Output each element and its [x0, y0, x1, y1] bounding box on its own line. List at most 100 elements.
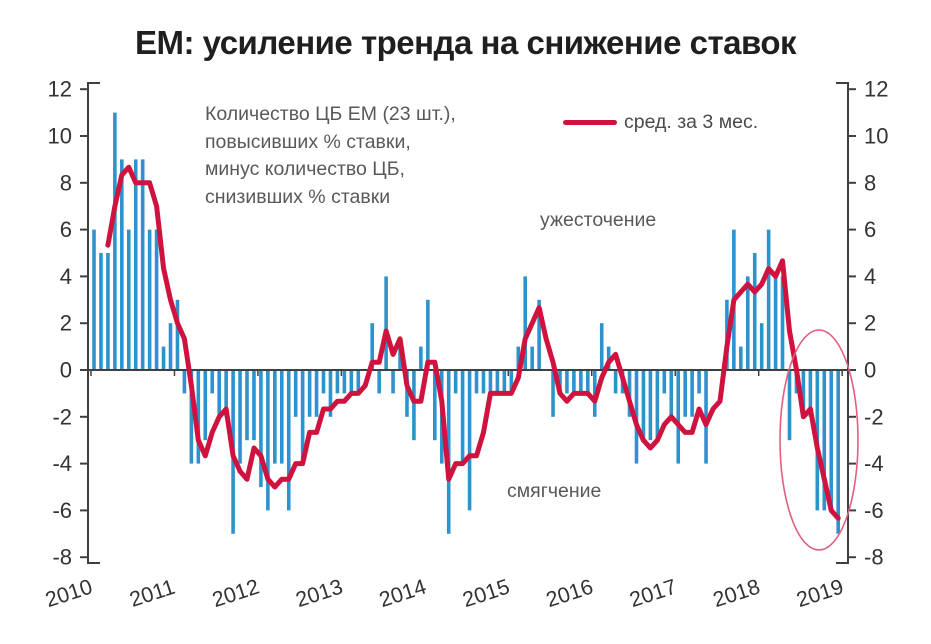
x-tick-label: 2018: [710, 575, 763, 613]
bar-2017-3: [690, 370, 694, 417]
bar-2018-11: [829, 370, 834, 511]
bar-2011-11: [245, 370, 249, 441]
y-tick-label: -6: [52, 498, 72, 523]
legend-line-swatch: [563, 120, 617, 125]
bar-2013-3: [356, 370, 361, 394]
bar-2014-5: [453, 370, 458, 394]
y-tick-label: -6: [864, 498, 884, 523]
x-tick-label: 2019: [794, 575, 847, 613]
bar-2016-11: [662, 370, 667, 394]
bar-2013-10: [405, 370, 409, 417]
y-tick-label: 12: [48, 77, 72, 102]
x-tick-label: 2011: [127, 575, 178, 612]
bar-2018-4: [780, 276, 785, 370]
bar-2012-2: [266, 370, 270, 511]
y-tick-label: -4: [52, 451, 72, 476]
bar-2014-11: [495, 370, 500, 394]
bar-2013-2: [349, 370, 354, 394]
tightening-label: ужесточение: [540, 209, 657, 231]
y-tick-label: 12: [864, 77, 888, 102]
bar-2010-6: [126, 229, 131, 370]
bar-2016-3: [606, 346, 611, 370]
bar-2015-9: [565, 370, 569, 394]
y-tick-label: 0: [60, 358, 72, 383]
bar-2016-10: [655, 370, 660, 441]
x-tick-label: 2014: [376, 575, 429, 613]
bar-2010-11: [161, 346, 166, 370]
y-tick-label: -8: [864, 545, 884, 570]
bar-2011-1: [175, 299, 180, 370]
bar-2013-5: [370, 323, 374, 370]
y-tick-label: 2: [60, 311, 72, 336]
bar-2013-7: [384, 276, 388, 370]
y-tick-label: 10: [864, 124, 888, 149]
annotation-line: минус количество ЦБ,: [205, 158, 405, 180]
bar-2013-1: [342, 370, 347, 394]
bar-2010-7: [133, 159, 138, 370]
x-tick-label: 2017: [627, 575, 680, 613]
bar-2015-7: [551, 370, 555, 417]
bar-2017-12: [752, 253, 757, 370]
bar-2013-9: [398, 346, 402, 370]
y-tick-label: 2: [864, 311, 876, 336]
bar-2013-12: [419, 346, 423, 370]
annotation-line: снизивших % ставки: [205, 185, 391, 208]
bar-2018-8: [808, 370, 813, 417]
bar-2012-9: [314, 370, 319, 417]
bar-2018-5: [787, 370, 792, 441]
bar-2017-4: [697, 370, 701, 394]
bar-2011-7: [217, 370, 221, 417]
legend-label: сред. за 3 мес.: [624, 111, 759, 133]
y-tick-label: 6: [864, 217, 876, 242]
bar-2015-4: [530, 346, 534, 370]
bar-2014-8: [474, 370, 479, 394]
bar-2010-4: [113, 112, 117, 370]
bar-2014-10: [488, 370, 493, 394]
y-tick-label: -2: [864, 404, 884, 429]
x-tick-label: 2015: [460, 575, 513, 613]
bar-2018-7: [801, 370, 806, 417]
bar-2016-12: [669, 370, 674, 417]
bar-2017-5: [704, 370, 708, 464]
bar-2010-10: [154, 229, 159, 370]
bar-2011-4: [196, 370, 201, 464]
bar-2017-10: [739, 346, 743, 370]
bar-2014-2: [433, 370, 437, 441]
bar-2011-10: [238, 370, 242, 464]
y-tick-label: 8: [60, 170, 72, 195]
bar-2015-3: [523, 276, 528, 370]
bar-2011-8: [224, 370, 228, 417]
bar-2016-2: [599, 323, 604, 370]
bar-2016-9: [648, 370, 653, 441]
y-tick-label: 4: [864, 264, 876, 289]
y-tick-label: 0: [864, 358, 876, 383]
y-tick-label: 6: [60, 217, 72, 242]
bar-2012-4: [279, 370, 284, 464]
bar-2014-9: [481, 370, 486, 394]
bar-2015-1: [509, 370, 514, 394]
y-tick-label: 8: [864, 170, 876, 195]
series-annotation: Количество ЦБ ЕМ (23 шт.), повысивших % …: [205, 101, 456, 211]
bar-2014-7: [467, 370, 472, 511]
bar-2017-1: [676, 370, 681, 464]
bar-2018-3: [773, 276, 778, 370]
bar-2012-3: [273, 370, 277, 464]
bar-2013-11: [412, 370, 416, 441]
bar-2012-5: [286, 370, 291, 511]
bar-2016-8: [641, 370, 646, 441]
y-tick-label: -2: [52, 404, 72, 429]
bar-2015-10: [572, 370, 576, 394]
bar-2014-12: [502, 370, 507, 394]
bar-2010-9: [147, 229, 152, 370]
avg-line: [105, 164, 841, 521]
bar-2013-8: [391, 370, 395, 394]
bar-2012-6: [293, 370, 298, 417]
bar-2011-5: [203, 370, 208, 441]
bar-2018-2: [766, 229, 771, 370]
annotation-line: повысивших % ставки,: [205, 130, 411, 153]
bar-2011-6: [210, 370, 215, 394]
bar-2011-3: [189, 370, 194, 464]
bar-2012-8: [307, 370, 312, 417]
bar-2012-10: [321, 370, 326, 394]
